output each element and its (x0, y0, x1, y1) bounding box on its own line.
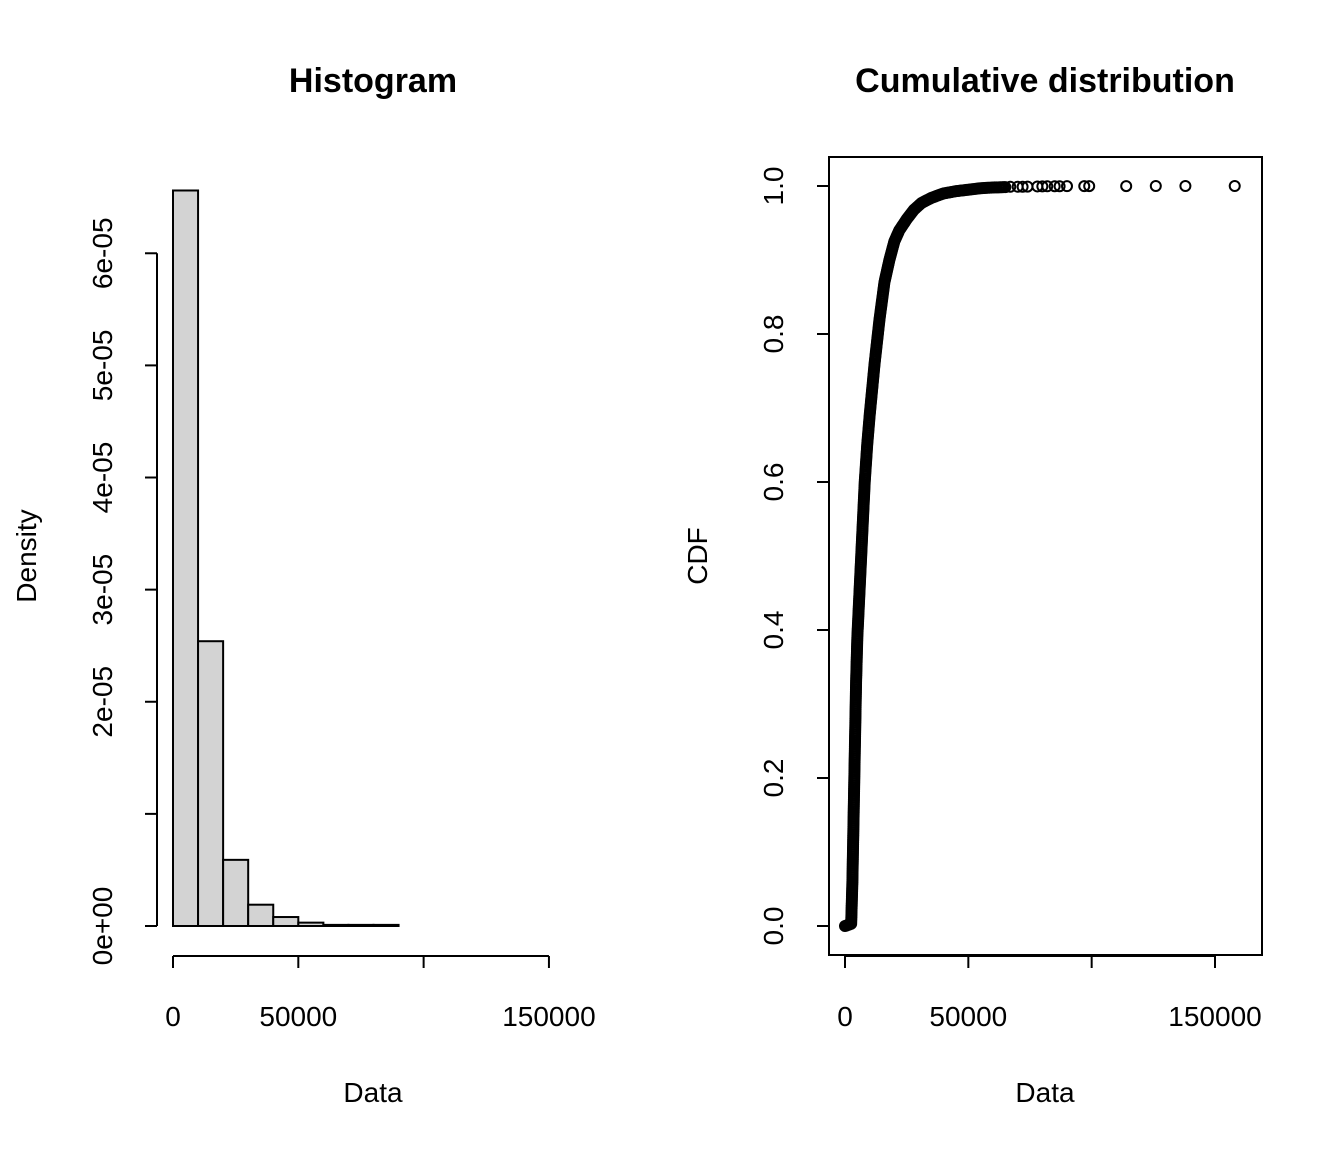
cdf-points (839, 180, 1241, 932)
cdf-plot-frame (828, 156, 1263, 956)
histogram-bar-4 (272, 916, 300, 927)
cdf-y-tick-label-0: 0.0 (758, 907, 789, 946)
cdf-x-tick-label-0: 0 (837, 1001, 853, 1032)
histogram-y-tick-label-2: 2e-05 (87, 666, 118, 738)
cdf-outlier-point-11 (1083, 180, 1096, 193)
cdf-x-tick-label-1: 50000 (929, 1001, 1007, 1032)
histogram-bar-0 (172, 189, 200, 927)
cdf-outlier-point-12 (1120, 180, 1133, 193)
histogram-title: Histogram (289, 62, 457, 100)
cdf-x-label: Data (1015, 1077, 1075, 1108)
cdf-outlier-point-7 (1048, 180, 1061, 193)
cdf-outlier-point-5 (1036, 180, 1049, 193)
histogram-y-tick-label-3: 3e-05 (87, 554, 118, 626)
cdf-y-tick-label-3: 0.6 (758, 463, 789, 502)
histogram-bar-8 (372, 923, 400, 927)
histogram-bar-3 (247, 903, 275, 927)
histogram-y-tick-label-5: 5e-05 (87, 330, 118, 402)
cdf-outlier-point-14 (1179, 180, 1192, 192)
histogram-y-tick-label-0: 0e+00 (87, 887, 118, 966)
histogram-bars (172, 189, 400, 928)
cdf-x-tick-label-3: 150000 (1168, 1001, 1261, 1032)
cdf-y-tick-label-4: 0.8 (758, 315, 789, 354)
cdf-outlier-point-8 (1053, 180, 1066, 193)
histogram-x-label: Data (343, 1077, 403, 1108)
cdf-y-tick-label-1: 0.2 (758, 759, 789, 798)
cdf-panel: Cumulative distribution Data CDF 0 50000 1… (682, 62, 1263, 1108)
histogram-x-tick-label-3: 150000 (502, 1001, 595, 1032)
cdf-outlier-point-10 (1078, 180, 1091, 193)
histogram-x-tick-label-1: 50000 (259, 1001, 337, 1032)
histogram-bar-7 (347, 923, 375, 927)
cdf-outlier-point-6 (1041, 180, 1054, 193)
cdf-outlier-point-13 (1149, 180, 1162, 192)
cdf-outlier-point-2 (1016, 180, 1029, 193)
histogram-bar-6 (322, 923, 350, 927)
cdf-y-tick-label-2: 0.4 (758, 611, 789, 650)
cdf-point-428 (999, 181, 1012, 194)
cdf-title: Cumulative distribution (855, 62, 1235, 100)
cdf-y-tick-label-5: 1.0 (758, 167, 789, 206)
histogram-y-tick-label-4: 4e-05 (87, 442, 118, 514)
histogram-x-tick-label-0: 0 (165, 1001, 181, 1032)
histogram-x-axis: 0 50000 150000 (165, 955, 596, 1032)
histogram-panel: Histogram Data Density 0 50000 150000 0e+0… (11, 62, 596, 1108)
histogram-y-axis: 0e+00 2e-05 3e-05 4e-05 5e-05 6e-05 (87, 217, 158, 966)
cdf-outlier-point-15 (1228, 180, 1241, 192)
histogram-bar-1 (197, 640, 225, 927)
cdf-y-axis: 0.0 0.2 0.4 0.6 0.8 1.0 (758, 167, 830, 946)
histogram-y-label: Density (11, 509, 42, 602)
histogram-bar-2 (222, 858, 250, 928)
histogram-bar-5 (297, 921, 325, 927)
cdf-outlier-point-0 (1004, 180, 1017, 193)
cdf-x-axis: 0 50000 150000 (837, 955, 1262, 1032)
cdf-y-label: CDF (682, 527, 713, 585)
histogram-y-tick-label-6: 6e-05 (87, 217, 118, 289)
cdf-outlier-point-9 (1061, 180, 1073, 193)
